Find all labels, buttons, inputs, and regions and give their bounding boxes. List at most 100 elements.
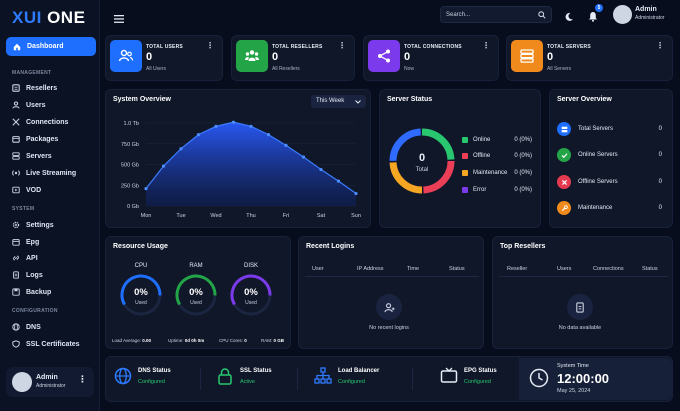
y-tick-label: 0 Gb (127, 204, 139, 210)
menu-toggle-button[interactable] (114, 10, 124, 28)
system-time-label: System Time (557, 363, 589, 369)
status-title: SSL Status (240, 368, 272, 374)
link-icon (13, 255, 19, 261)
card-menu-button[interactable]: ⋮ (482, 41, 490, 50)
cpu-gauge: 0% Used (119, 273, 163, 317)
resource-usage-card: Resource Usage (105, 236, 291, 349)
data-point[interactable] (161, 164, 166, 168)
column-header[interactable]: Status (449, 266, 465, 272)
data-point[interactable] (214, 124, 218, 128)
sidebar-item-packages[interactable]: Packages (12, 133, 58, 145)
broadcast-icon (12, 170, 20, 176)
system-overview-card: System Overview This Week 0 Gb 250 Gb 500 … (105, 89, 371, 228)
disk-gauge: 0% Used (229, 273, 273, 317)
stat-card-total-resellers[interactable]: TOTAL RESELLERS 0 All Resellers ⋮ (231, 35, 355, 81)
data-point[interactable] (301, 155, 306, 159)
share-icon (368, 40, 400, 72)
sidebar-user-card[interactable]: Admin Administrator ⋮ (6, 367, 94, 397)
card-title: Server Status (387, 96, 433, 103)
theme-toggle-button[interactable] (564, 9, 574, 27)
gauge-sub: Used (245, 300, 257, 306)
sidebar-item-live-streaming[interactable]: Live Streaming (12, 167, 76, 179)
donut-center-value: 0 (418, 152, 426, 164)
sidebar-item-logs[interactable]: Logs (12, 269, 43, 281)
x-tick-label: Fri (283, 213, 289, 219)
header-avatar[interactable] (613, 5, 632, 24)
column-header[interactable]: User (312, 266, 324, 272)
sidebar-item-connections[interactable]: Connections (12, 116, 68, 128)
stat-sub: Now (404, 66, 415, 72)
period-select[interactable]: This Week (311, 95, 366, 108)
column-header[interactable]: Time (407, 266, 420, 272)
stat-card-total-users[interactable]: TOTAL USERS 0 All Users ⋮ (105, 35, 223, 81)
uptime: Uptime: 0d 0h 0m (168, 338, 205, 343)
sidebar-item-dns[interactable]: DNS (12, 321, 41, 333)
data-point[interactable] (231, 120, 236, 124)
sidebar-item-settings[interactable]: Settings (12, 219, 54, 231)
so-online-servers: Online Servers 0 (557, 148, 662, 162)
notifications-button[interactable] (588, 9, 598, 27)
card-title: Server Overview (557, 96, 612, 103)
stat-title: TOTAL SERVERS (547, 44, 591, 50)
data-point[interactable] (196, 133, 201, 137)
column-header[interactable]: Status (642, 266, 658, 272)
card-title: Top Resellers (500, 243, 546, 250)
legend-maintenance: Maintenance 0 (0%) (462, 170, 532, 176)
sidebar-item-users[interactable]: Users (12, 99, 45, 111)
clock-icon (529, 368, 549, 388)
search-input[interactable]: Search... (440, 6, 552, 23)
data-point[interactable] (319, 167, 323, 172)
x-tick-label: Tue (176, 213, 185, 219)
cpu-cores: CPU Cores: 0 (219, 338, 247, 343)
gauge-sub: Used (190, 300, 202, 306)
system-date: May 25, 2024 (557, 388, 591, 394)
sidebar-item-epg[interactable]: Epg (12, 236, 39, 248)
data-point[interactable] (284, 143, 288, 148)
logo[interactable]: XUI ONE (12, 8, 86, 27)
column-header[interactable]: Reseller (507, 266, 528, 272)
gear-icon (12, 221, 20, 229)
data-point[interactable] (179, 147, 183, 151)
sidebar-item-vod[interactable]: VOD (12, 184, 41, 196)
top-resellers-card: Top Resellers (492, 236, 673, 349)
card-menu-button[interactable]: ⋮ (338, 41, 346, 50)
data-point[interactable] (144, 186, 148, 191)
system-time-value: 12:00:00 (557, 371, 610, 386)
moon-icon (565, 12, 573, 21)
sidebar-item-backup[interactable]: Backup (12, 286, 51, 298)
data-point[interactable] (336, 179, 341, 183)
avatar (12, 372, 32, 392)
stat-card-total-connections[interactable]: TOTAL CONNECTIONS 0 Now ⋮ (363, 35, 499, 81)
gauge-value: 0% (189, 287, 203, 298)
server-status-donut (389, 128, 455, 194)
sidebar-item-ssl[interactable]: SSL Certificates (12, 338, 80, 350)
globe-icon (12, 323, 20, 331)
ram-total: RAM: 0 GB (261, 338, 285, 343)
recent-logins-card: Recent Logins (298, 236, 484, 349)
notification-badge: 5 (595, 4, 603, 12)
globe-icon (114, 367, 132, 385)
stat-card-total-servers[interactable]: TOTAL SERVERS 0 All Servers ⋮ (506, 35, 673, 81)
data-point[interactable] (266, 133, 271, 137)
user-menu-dots[interactable]: ⋮ (78, 374, 87, 384)
gauge-value: 0% (244, 287, 258, 298)
sidebar-item-dashboard[interactable]: Dashboard (6, 37, 96, 56)
calendar-icon (12, 239, 20, 246)
sidebar-item-servers[interactable]: Servers (12, 150, 52, 162)
sidebar-item-api[interactable]: API (12, 252, 38, 264)
gauge-sub: Used (135, 300, 147, 306)
empty-message: No recent logins (369, 325, 409, 331)
card-menu-button[interactable]: ⋮ (206, 41, 214, 50)
film-icon (12, 186, 20, 194)
column-header[interactable]: IP Address (357, 266, 384, 272)
sidebar-item-resellers[interactable]: Resellers (12, 82, 57, 94)
column-header[interactable]: Connections (593, 266, 624, 272)
data-point[interactable] (354, 191, 358, 196)
stat-sub: All Servers (547, 66, 572, 72)
bell-icon (589, 12, 597, 22)
so-total-servers: Total Servers 0 (557, 122, 662, 136)
header-user-name[interactable]: Admin (635, 6, 657, 13)
data-point[interactable] (249, 124, 253, 128)
card-menu-button[interactable]: ⋮ (656, 41, 664, 50)
column-header[interactable]: Users (557, 266, 572, 272)
